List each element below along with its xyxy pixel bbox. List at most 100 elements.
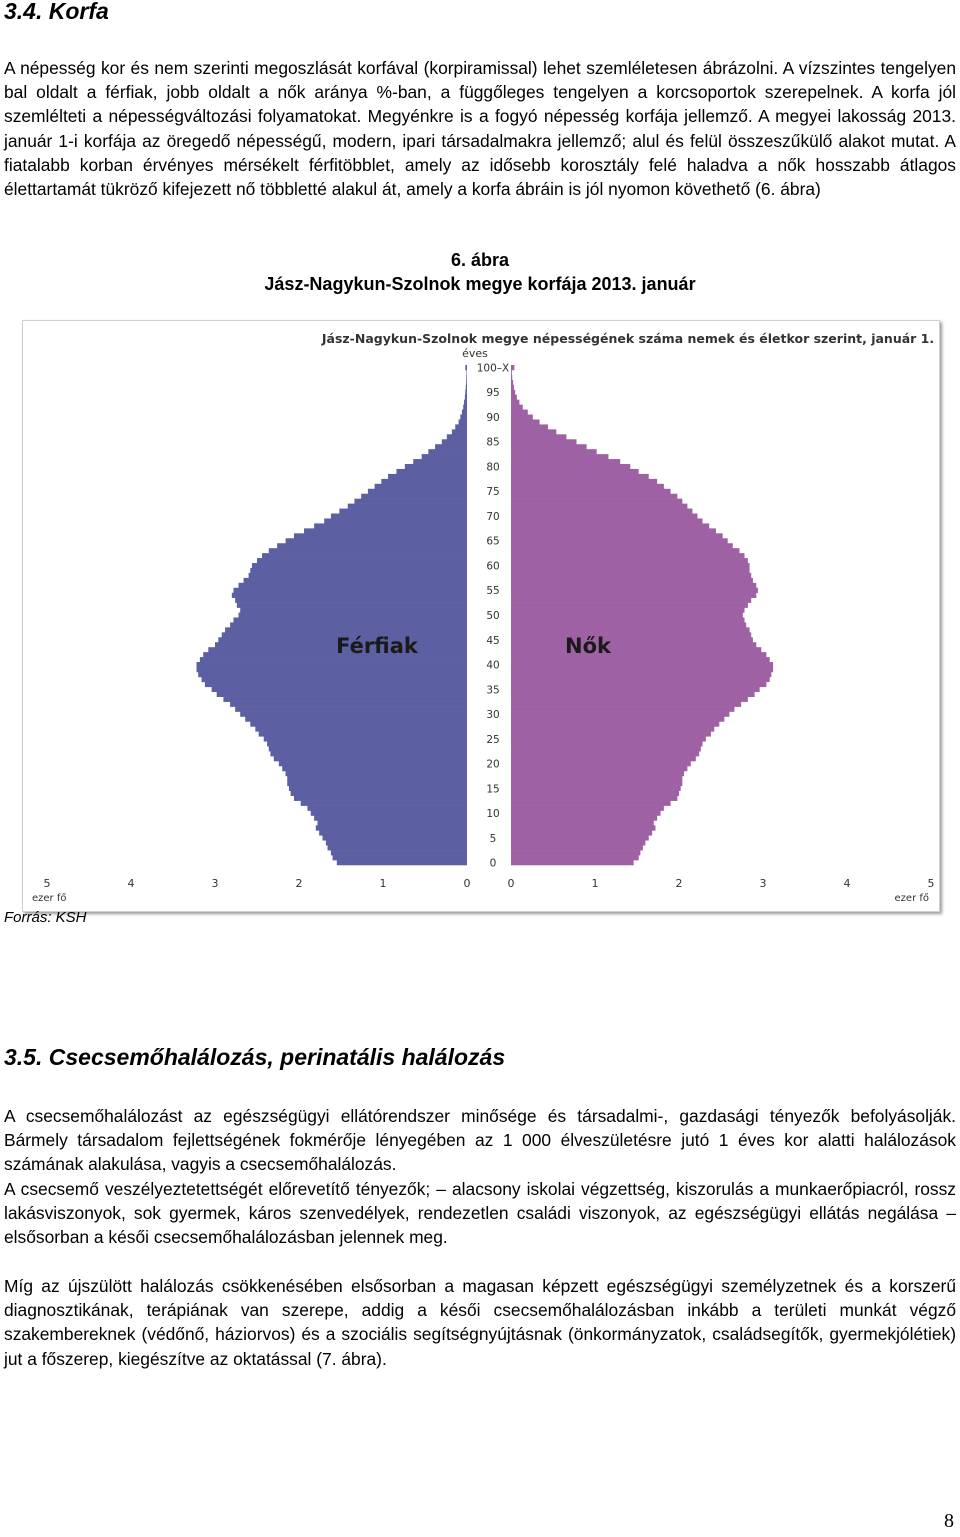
bar-female-age-96 — [511, 384, 514, 391]
bar-male-age-78 — [388, 473, 467, 480]
bar-female-age-18 — [511, 770, 685, 777]
population-pyramid-chart: Jász-Nagykun-Szolnok megye népességének … — [22, 320, 940, 912]
bar-male-age-100 — [465, 365, 467, 371]
bar-female-age-65 — [511, 538, 728, 544]
bar-female-age-19 — [511, 765, 688, 772]
age-tick-60: 60 — [486, 560, 499, 572]
bar-male-age-65 — [285, 538, 467, 544]
bar-male-age-48 — [230, 622, 467, 628]
bar-male-age-53 — [235, 597, 467, 603]
age-tick-55: 55 — [486, 585, 499, 597]
bar-female-age-62 — [511, 553, 745, 559]
bar-male-age-20 — [278, 761, 467, 767]
bar-female-age-34 — [511, 691, 755, 697]
bar-male-age-30 — [240, 711, 467, 717]
age-tick-100–X: 100–X — [477, 362, 509, 374]
bar-female-age-67 — [511, 528, 716, 534]
bar-male-age-44 — [215, 642, 467, 648]
bar-female-age-93 — [511, 399, 520, 405]
bar-male-age-61 — [257, 558, 467, 564]
bar-female-age-64 — [511, 543, 733, 549]
bar-female-age-8 — [511, 820, 654, 826]
bar-male-age-0 — [336, 860, 467, 866]
x-tick-left-1: 1 — [380, 877, 387, 890]
bar-female-age-6 — [511, 830, 653, 836]
age-tick-85: 85 — [486, 437, 499, 449]
female-bars — [511, 365, 774, 866]
bar-male-age-93 — [464, 399, 467, 405]
bar-female-age-33 — [511, 696, 748, 702]
bar-female-age-99 — [511, 369, 512, 376]
korfa-paragraph: A népesség kor és nem szerinti megoszlás… — [4, 58, 956, 200]
age-tick-labels: 100–X95908580757065605550454035302520151… — [467, 362, 511, 870]
bar-female-age-46 — [511, 632, 752, 638]
bar-female-age-16 — [511, 780, 683, 787]
age-tick-65: 65 — [486, 536, 499, 548]
bar-female-age-54 — [511, 592, 757, 598]
x-tick-right-3: 3 — [760, 877, 767, 890]
bar-female-age-24 — [511, 741, 703, 747]
bar-female-age-72 — [511, 503, 688, 509]
bar-female-age-81 — [511, 459, 621, 465]
bar-male-age-67 — [304, 528, 467, 534]
bar-male-age-41 — [199, 657, 467, 663]
age-tick-95: 95 — [486, 387, 499, 399]
bar-female-age-75 — [511, 488, 671, 495]
bar-male-age-16 — [287, 780, 467, 787]
bar-male-age-28 — [250, 721, 467, 727]
bar-male-age-47 — [225, 627, 467, 633]
bar-male-age-17 — [287, 775, 467, 782]
bar-male-age-77 — [381, 478, 467, 485]
bar-female-age-59 — [511, 567, 750, 574]
bar-male-age-21 — [273, 756, 467, 762]
bar-male-age-50 — [238, 612, 467, 618]
bar-female-age-37 — [511, 676, 770, 683]
bar-male-age-62 — [262, 553, 467, 559]
bar-female-age-47 — [511, 627, 750, 633]
bar-male-age-79 — [396, 468, 467, 475]
bar-female-age-21 — [511, 756, 696, 762]
bar-male-age-84 — [435, 444, 467, 450]
bar-female-age-29 — [511, 716, 725, 722]
age-label-column — [467, 363, 511, 867]
bar-male-age-60 — [251, 563, 467, 569]
bar-female-age-12 — [511, 800, 671, 806]
bar-female-age-100 — [511, 365, 515, 371]
bar-male-age-68 — [314, 523, 467, 529]
x-tick-right-1: 1 — [592, 877, 599, 890]
bar-female-age-26 — [511, 731, 711, 737]
bar-male-age-32 — [230, 701, 467, 707]
bar-male-age-10 — [310, 810, 467, 816]
bar-female-age-35 — [511, 686, 760, 693]
bar-male-age-85 — [441, 439, 467, 445]
bar-female-age-88 — [511, 424, 548, 430]
bar-male-age-87 — [451, 429, 467, 435]
bar-female-age-5 — [511, 835, 649, 841]
bar-male-age-97 — [466, 379, 467, 386]
bar-male-age-43 — [208, 647, 467, 653]
age-tick-90: 90 — [486, 412, 499, 424]
csecsemo-paragraph-2: A csecsemő veszélyeztetettségét előrevet… — [4, 1179, 956, 1248]
bar-male-age-22 — [270, 751, 467, 757]
bar-male-age-7 — [315, 825, 467, 831]
bar-male-age-37 — [201, 676, 467, 683]
x-unit-right: ezer fő — [895, 892, 929, 904]
bar-female-age-11 — [511, 805, 664, 811]
bar-female-age-23 — [511, 746, 701, 752]
bar-female-age-27 — [511, 726, 715, 732]
bar-male-age-34 — [216, 691, 467, 697]
bar-male-age-86 — [446, 434, 467, 440]
bar-male-age-18 — [285, 770, 467, 777]
section-heading-korfa: 3.4. Korfa — [4, 0, 109, 24]
bar-male-age-81 — [413, 459, 467, 465]
bar-female-age-82 — [511, 454, 609, 460]
bar-male-age-69 — [324, 518, 467, 524]
bar-female-age-94 — [511, 394, 517, 400]
bar-female-age-43 — [511, 647, 762, 653]
bar-male-age-95 — [465, 389, 467, 396]
bar-female-age-58 — [511, 572, 752, 579]
bar-male-age-54 — [231, 592, 467, 598]
bar-male-age-73 — [354, 498, 467, 504]
bar-male-age-9 — [314, 815, 467, 821]
male-bars — [196, 365, 468, 866]
